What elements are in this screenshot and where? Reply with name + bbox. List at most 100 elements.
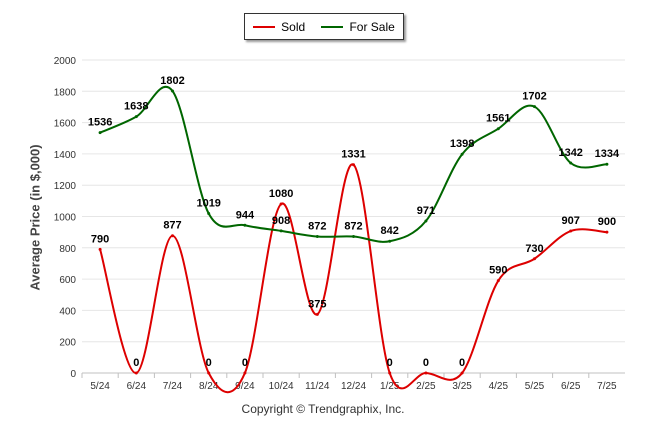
data-point[interactable] [315, 235, 319, 239]
data-label: 872 [308, 221, 326, 233]
data-label: 0 [242, 357, 248, 369]
data-point[interactable] [569, 161, 573, 165]
data-label: 1019 [196, 198, 220, 210]
data-label: 790 [91, 233, 109, 245]
x-tick-label: 12/24 [341, 381, 366, 392]
data-point[interactable] [388, 239, 392, 243]
data-point[interactable] [496, 279, 500, 283]
data-point[interactable] [279, 202, 283, 206]
data-point[interactable] [605, 162, 609, 166]
x-tick-label: 7/24 [163, 381, 183, 392]
data-point[interactable] [171, 89, 174, 93]
data-label: 907 [562, 215, 580, 227]
data-label: 872 [344, 221, 362, 233]
data-point[interactable] [134, 371, 138, 375]
y-tick-label: 1000 [54, 213, 77, 224]
series-line-for-sale[interactable] [99, 85, 607, 243]
x-tick-labels: 5/24 6/24 7/24 8/24 9/24 10/24 11/24 12/24 1/25 2… [81, 373, 617, 392]
data-point[interactable] [98, 247, 102, 251]
data-label: 842 [381, 225, 399, 237]
data-point[interactable] [388, 371, 392, 375]
data-label: 1802 [160, 75, 184, 87]
x-tick-label: 7/25 [597, 381, 617, 392]
y-tick-label: 1400 [54, 150, 77, 161]
data-label: 1331 [341, 149, 365, 161]
y-tick-label: 600 [59, 275, 76, 286]
x-tick-label: 11/24 [305, 381, 330, 392]
data-point[interactable] [496, 127, 500, 131]
data-point[interactable] [243, 223, 247, 227]
x-tick-label: 3/25 [452, 381, 472, 392]
data-label: 1080 [269, 188, 293, 200]
data-label: 1334 [595, 148, 620, 160]
data-label: 0 [387, 357, 393, 369]
x-tick-label: 6/25 [561, 381, 581, 392]
gridlines [82, 59, 625, 374]
data-label: 0 [206, 357, 212, 369]
x-tick-label: 5/25 [525, 381, 545, 392]
data-label: 375 [308, 298, 326, 310]
y-tick-label: 2000 [54, 56, 77, 67]
data-label: 1398 [450, 138, 474, 150]
x-tick-label: 1/25 [380, 381, 400, 392]
data-point[interactable] [352, 235, 355, 239]
legend-item-sold[interactable]: Sold [253, 20, 305, 34]
data-point[interactable] [243, 371, 247, 375]
y-tick-label: 200 [59, 338, 76, 349]
data-label: 0 [423, 357, 429, 369]
x-tick-label: 8/24 [199, 381, 219, 392]
data-label: 730 [525, 243, 543, 255]
x-tick-label: 9/24 [235, 381, 255, 392]
legend-item-for-sale[interactable]: For Sale [321, 19, 395, 34]
data-point[interactable] [460, 371, 464, 375]
data-point[interactable] [279, 229, 283, 233]
y-tick-label: 1200 [54, 181, 77, 192]
data-point[interactable] [171, 234, 174, 238]
series-line-sold[interactable] [99, 163, 607, 394]
y-tick-label: 400 [59, 306, 76, 317]
data-point[interactable] [207, 212, 211, 216]
data-label: 0 [459, 357, 465, 369]
y-tick-label: 0 [70, 369, 76, 380]
y-tick-label: 800 [59, 244, 76, 255]
data-label: 1638 [124, 101, 148, 113]
data-point[interactable] [569, 229, 573, 233]
data-point[interactable] [605, 230, 609, 234]
data-point[interactable] [134, 115, 138, 119]
data-label: 908 [272, 215, 290, 227]
data-point[interactable] [207, 371, 211, 375]
data-point[interactable] [533, 257, 536, 261]
data-label: 971 [417, 205, 435, 217]
data-point[interactable] [460, 152, 464, 156]
copyright-footer: Copyright © Trendgraphix, Inc. [241, 402, 405, 416]
y-tick-label: 1800 [54, 87, 77, 98]
data-label: 877 [163, 220, 181, 232]
data-point[interactable] [424, 219, 428, 223]
y-tick-labels: 0 200 400 600 800 1000 1200 1400 1600 1800 2000 [54, 56, 77, 380]
data-label: 1536 [88, 117, 112, 129]
data-point[interactable] [424, 371, 428, 375]
data-label: 590 [489, 265, 507, 277]
legend: Sold For Sale [244, 13, 404, 40]
data-point[interactable] [315, 312, 319, 316]
series-lines [98, 85, 609, 394]
data-label: 900 [598, 216, 616, 228]
data-point[interactable] [533, 105, 536, 109]
legend-label-for-sale: For Sale [349, 19, 395, 34]
y-tick-label: 1600 [54, 119, 77, 130]
x-tick-label: 6/24 [127, 381, 147, 392]
data-point[interactable] [352, 163, 355, 167]
data-label: 1702 [522, 91, 546, 103]
x-tick-label: 4/25 [489, 381, 509, 392]
data-label: 1561 [486, 113, 510, 125]
for-sale-swatch [321, 25, 344, 28]
x-tick-label: 10/24 [269, 381, 294, 392]
legend-label-sold: Sold [281, 19, 306, 34]
data-point[interactable] [98, 131, 102, 135]
data-label: 0 [133, 357, 139, 369]
data-labels: 790 0 877 0 0 1080 375 1331 0 0 0 590 730 907 900 1536 1… [88, 75, 620, 369]
data-label: 944 [236, 209, 255, 221]
x-tick-label: 2/25 [416, 381, 436, 392]
x-tick-label: 5/24 [90, 381, 110, 392]
